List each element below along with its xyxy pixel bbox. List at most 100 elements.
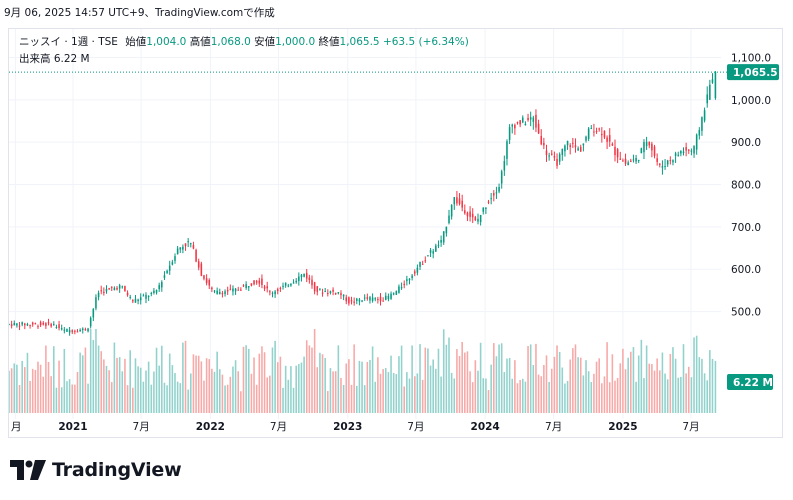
candle-body — [614, 146, 616, 156]
volume-bar — [564, 383, 566, 413]
volume-bar — [479, 342, 482, 413]
candle-body — [121, 286, 124, 288]
candle-body — [282, 285, 284, 287]
time-axis: 月 2021 7月 2022 7月 2023 7月 2024 7月 2025 7月 — [11, 421, 700, 433]
volume-bar — [427, 348, 429, 413]
candle-body — [205, 278, 208, 284]
candle-body — [703, 110, 706, 121]
volume-bar — [366, 361, 369, 413]
candle-body — [16, 323, 18, 326]
candle-body — [714, 72, 717, 99]
volume-bar — [406, 372, 408, 413]
candle-body — [250, 283, 253, 286]
candle-body — [174, 256, 176, 261]
candle-body — [524, 123, 527, 126]
candle-body — [666, 160, 669, 165]
volume-badge: 6.22 M — [727, 374, 773, 390]
volume-bar — [669, 354, 672, 413]
candle-body — [450, 205, 453, 217]
candle-body — [611, 143, 614, 146]
y-tick-label: 1,100.0 — [731, 52, 771, 64]
volume-bar — [469, 371, 471, 413]
candle-body — [384, 295, 387, 300]
candle-body — [216, 290, 218, 294]
candle-body — [466, 212, 469, 217]
volume-bar — [508, 357, 511, 413]
volume-bar — [666, 379, 669, 413]
candle-body — [184, 243, 187, 247]
volume-bar — [461, 341, 463, 413]
ohlc-legend: ニッスイ · 1週 · TSE 始値1,004.0 高値1,068.0 安値1,… — [19, 35, 469, 49]
candle-body — [110, 286, 113, 288]
volume-bar — [608, 382, 611, 413]
candle-body — [324, 291, 326, 293]
candle-body — [92, 308, 95, 318]
candle-body — [477, 218, 479, 222]
volume-bar — [445, 344, 448, 413]
candle-body — [382, 300, 384, 302]
volume-bar — [442, 329, 445, 413]
candle-body — [582, 143, 585, 146]
candle-body — [548, 155, 550, 157]
volume-bar — [424, 347, 427, 413]
candle-body — [45, 323, 47, 326]
candle-body — [498, 186, 500, 192]
volume-bar — [603, 376, 606, 413]
volume-bar — [674, 358, 677, 413]
volume-bar — [295, 365, 297, 413]
candle-body — [674, 153, 677, 156]
volume-bar — [384, 368, 387, 413]
volume-bar — [258, 353, 261, 413]
tradingview-logo[interactable]: TradingView — [10, 458, 182, 482]
tradingview-logo-icon — [10, 460, 46, 480]
candle-body — [303, 273, 305, 277]
candle-body — [316, 286, 319, 292]
volume-bar — [595, 361, 598, 413]
chart-pane[interactable]: 500.0 600.0 700.0 800.0 900.0 1,000.0 1,100.0 … — [8, 28, 783, 438]
price-chart-svg[interactable]: 500.0600.0700.0800.0900.01,000.01,100.0 … — [9, 29, 783, 438]
volume-bar — [192, 354, 195, 413]
volume-bar — [166, 385, 168, 413]
volume-bar — [247, 348, 250, 413]
volume-bar — [466, 351, 469, 413]
candle-body — [31, 322, 34, 325]
volume-bar — [113, 342, 116, 413]
candle-body — [158, 285, 160, 290]
volume-bar — [232, 366, 234, 413]
candle-body — [448, 215, 450, 224]
volume-bar — [158, 365, 160, 413]
x-tick-label: 7月 — [133, 421, 150, 433]
candle-body — [377, 298, 379, 300]
x-tick-label: 7月 — [270, 421, 287, 433]
open-value: 1,004.0 — [146, 36, 187, 48]
candle-body — [81, 328, 84, 330]
volume-bar — [108, 370, 110, 413]
low-value: 1,000.0 — [275, 36, 316, 48]
volume-bar — [76, 371, 79, 413]
volume-bar — [50, 376, 52, 413]
volume-bar — [342, 384, 345, 413]
volume-bar — [332, 371, 334, 413]
candle-body — [124, 286, 126, 292]
candle-body — [680, 151, 682, 154]
candle-body — [645, 141, 648, 147]
candle-body — [690, 150, 693, 152]
candle-body — [514, 124, 516, 129]
symbol-title[interactable]: ニッスイ · 1週 · TSE — [19, 36, 118, 48]
volume-bar — [437, 348, 440, 413]
volume-bar — [145, 370, 147, 413]
candle-body — [706, 94, 709, 104]
candle-body — [147, 295, 150, 297]
candle-body — [284, 282, 287, 286]
volume-bar — [84, 347, 87, 413]
volume-bar — [606, 342, 608, 413]
volume-bar — [635, 381, 637, 413]
brand-name: TradingView — [52, 459, 182, 481]
volume-value: 6.22 M — [53, 53, 90, 65]
volume-bar — [585, 360, 587, 413]
candle-body — [545, 150, 548, 155]
candle-body — [263, 286, 266, 289]
volume-bar — [97, 345, 100, 413]
volume-bar — [661, 352, 664, 413]
volume-bar — [387, 372, 390, 413]
